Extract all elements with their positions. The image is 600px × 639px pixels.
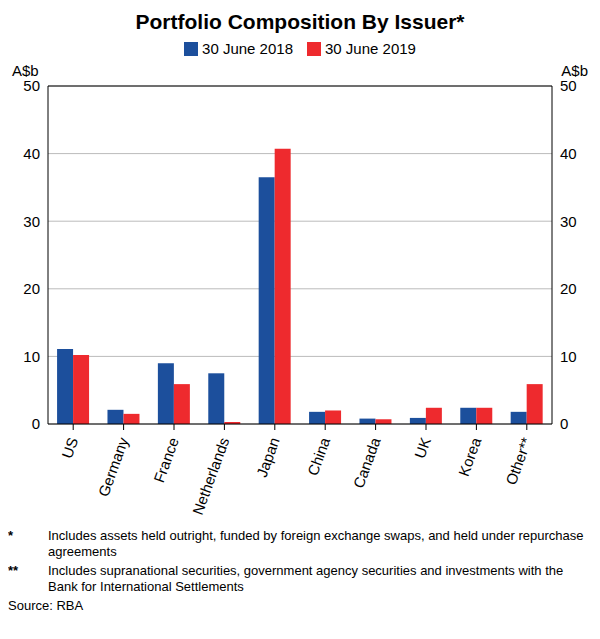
html-text:A$b: A$b (561, 62, 588, 79)
svg-text:Germany: Germany (95, 435, 132, 499)
svg-text:0: 0 (32, 415, 40, 432)
html-text:30 June 2018: 30 June 2018 (202, 40, 293, 57)
svg-text:30: 30 (560, 213, 577, 230)
svg-text:UK: UK (411, 435, 434, 460)
svg-text:50: 50 (560, 77, 577, 94)
svg-text:10: 10 (560, 348, 577, 365)
svg-text:Other**: Other** (502, 435, 535, 487)
svg-text:Japan: Japan (253, 435, 283, 479)
svg-text:France: France (150, 435, 182, 485)
html-text:A$b: A$b (12, 62, 39, 79)
svg-text:0: 0 (560, 415, 568, 432)
svg-text:40: 40 (560, 145, 577, 162)
html-text:30 June 2019: 30 June 2019 (325, 40, 416, 57)
html-text:Portfolio Composition By Issue: Portfolio Composition By Issuer* (135, 10, 465, 33)
svg-text:10: 10 (23, 348, 40, 365)
html-text:Includes supranational securit: Includes supranational securities, gover… (48, 563, 564, 594)
svg-text:Canada: Canada (350, 434, 384, 490)
svg-text:30: 30 (23, 213, 40, 230)
svg-text:US: US (58, 435, 81, 460)
html-text:Source: RBA: Source: RBA (8, 598, 84, 613)
svg-text:China: China (304, 434, 334, 477)
svg-text:Korea: Korea (455, 434, 485, 478)
svg-text:20: 20 (560, 280, 577, 297)
svg-text:40: 40 (23, 145, 40, 162)
svg-text:50: 50 (23, 77, 40, 94)
svg-text:20: 20 (23, 280, 40, 297)
html-text:Includes assets held outright,: Includes assets held outright, funded by… (48, 528, 584, 559)
svg-text:Netherlands: Netherlands (189, 435, 233, 517)
